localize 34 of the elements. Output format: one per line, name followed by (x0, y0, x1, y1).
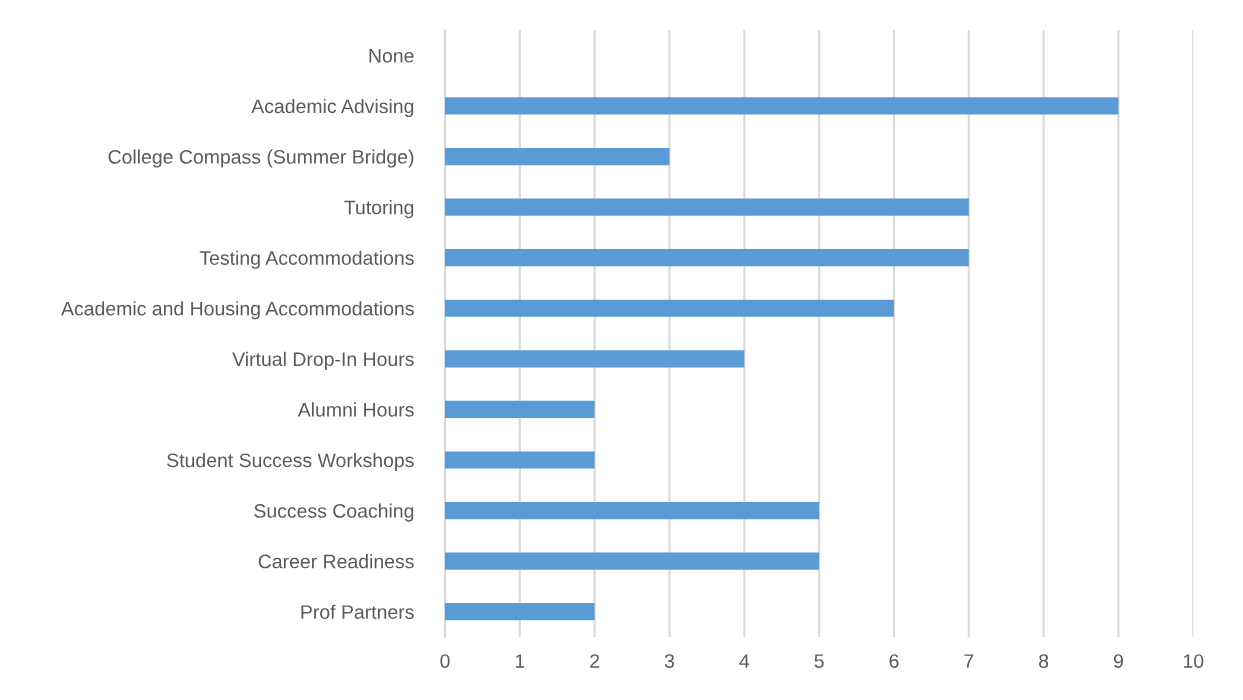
y-tick-label: Virtual Drop-In Hours (232, 351, 414, 370)
x-tick-label: 1 (515, 654, 525, 668)
bar (444, 350, 745, 368)
bar (444, 97, 1119, 115)
bar (444, 147, 670, 166)
bar (444, 501, 820, 520)
x-tick-label: 2 (590, 654, 600, 668)
x-tick-label: 7 (964, 654, 974, 668)
bar (444, 299, 894, 317)
y-tick-label: Testing Accommodations (199, 250, 414, 269)
x-tick-label: 4 (739, 654, 750, 668)
x-tick-label: 5 (814, 654, 824, 668)
x-tick-label: 6 (889, 654, 899, 668)
bar (444, 603, 595, 621)
bar (444, 400, 595, 419)
y-tick-label: Alumni Hours (297, 402, 414, 417)
y-tick-label: Tutoring (344, 200, 414, 219)
y-tick-label: College Compass (Summer Bridge) (108, 149, 414, 168)
x-tick-label: 10 (1183, 654, 1204, 668)
bar (444, 451, 595, 469)
bar (444, 552, 820, 570)
x-tick-label: 3 (664, 654, 675, 668)
y-tick-label: None (369, 49, 414, 63)
x-tick-label: 0 (440, 654, 450, 668)
x-tick-label: 9 (1113, 654, 1123, 668)
bar (444, 249, 969, 267)
y-tick-label: Academic Advising (251, 98, 414, 118)
x-tick-label: 8 (1039, 654, 1049, 668)
y-tick-label: Student Success Workshops (167, 452, 414, 472)
y-tick-label: Prof Partners (301, 604, 414, 619)
y-tick-label: Academic and Housing Accommodations (61, 301, 414, 320)
y-tick-label: Success Coaching (254, 503, 414, 522)
bar (444, 198, 969, 216)
y-tick-label: Career Readiness (258, 554, 414, 569)
